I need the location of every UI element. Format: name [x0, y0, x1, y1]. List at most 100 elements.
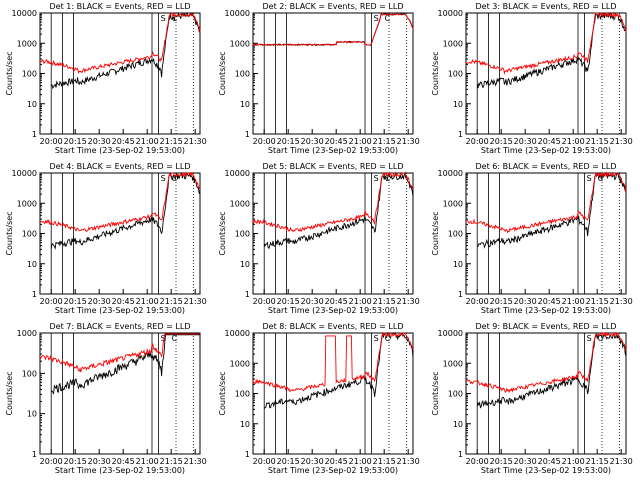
x-tick-label: 21:00: [349, 457, 372, 466]
y-tick-label: 1000: [230, 39, 250, 48]
x-tick-label: 21:30: [184, 137, 207, 146]
x-tick-label: 21:00: [136, 137, 159, 146]
y-tick-label: 10: [240, 420, 250, 429]
y-axis-label: Counts/sec: [5, 211, 14, 255]
x-tick-label: 20:00: [466, 457, 489, 466]
x-tick-label: 20:30: [301, 297, 324, 306]
x-axis-label: Start Time (23-Sep-02 19:53:00): [268, 466, 398, 475]
marker-label: S: [161, 334, 166, 343]
marker-label: S: [587, 334, 592, 343]
x-axis-label: Start Time (23-Sep-02 19:53:00): [268, 306, 398, 315]
y-tick-label: 1000: [17, 329, 37, 338]
chart-panel-3: Det 3: BLACK = Events, RED = LLD 1 10 100 10…: [431, 2, 633, 155]
y-tick-label: 1000: [443, 359, 463, 368]
x-tick-label: 20:30: [514, 297, 537, 306]
x-tick-label: 20:30: [301, 457, 324, 466]
y-tick-label: 10: [453, 420, 463, 429]
y-tick-label: 100: [448, 70, 463, 79]
events-series-line: [476, 332, 627, 409]
lld-series-line: [39, 171, 201, 233]
y-tick-label: 100: [235, 390, 250, 399]
lld-series-line: [465, 11, 627, 75]
chart-title: Det 7: BLACK = Events, RED = LLD: [50, 322, 191, 331]
chart-title: Det 1: BLACK = Events, RED = LLD: [50, 2, 191, 11]
chart-panel-1: Det 1: BLACK = Events, RED = LLD 1 10 100 10…: [5, 2, 207, 155]
x-tick-label: 21:00: [349, 137, 372, 146]
y-tick-label: 100: [22, 369, 37, 378]
chart-title: Det 5: BLACK = Events, RED = LLD: [263, 162, 404, 171]
x-tick-label: 21:15: [586, 457, 609, 466]
x-tick-label: 21:15: [160, 297, 183, 306]
y-tick-label: 10: [27, 410, 37, 419]
chart-panel-6: Det 6: BLACK = Events, RED = LLD 1 10 100 10…: [431, 162, 633, 315]
y-tick-label: 1: [245, 130, 250, 139]
x-tick-label: 21:30: [610, 457, 633, 466]
x-tick-label: 20:15: [277, 457, 300, 466]
y-tick-label: 1000: [17, 39, 37, 48]
y-tick-label: 10000: [12, 9, 37, 18]
x-tick-label: 20:30: [88, 137, 111, 146]
y-tick-label: 1: [458, 130, 463, 139]
x-tick-label: 21:00: [562, 297, 585, 306]
x-tick-label: 21:00: [136, 457, 159, 466]
y-tick-label: 10: [240, 260, 250, 269]
x-axis-label: Start Time (23-Sep-02 19:53:00): [268, 146, 398, 155]
y-axis-label: Counts/sec: [218, 211, 227, 255]
lld-series-line: [39, 11, 201, 75]
chart-title: Det 2: BLACK = Events, RED = LLD: [263, 2, 404, 11]
marker-label: C: [598, 174, 604, 183]
events-series-line: [50, 171, 200, 250]
y-tick-label: 100: [448, 390, 463, 399]
x-tick-label: 21:30: [610, 297, 633, 306]
x-tick-label: 21:30: [397, 457, 420, 466]
y-tick-label: 10: [453, 260, 463, 269]
y-tick-label: 10000: [225, 329, 250, 338]
lld-series-line: [465, 331, 627, 394]
x-tick-label: 21:30: [184, 457, 207, 466]
marker-label: S: [374, 174, 379, 183]
y-axis-label: Counts/sec: [218, 51, 227, 95]
x-tick-label: 21:30: [610, 137, 633, 146]
x-tick-label: 21:15: [373, 137, 396, 146]
y-tick-label: 1000: [443, 39, 463, 48]
y-tick-label: 1000: [230, 199, 250, 208]
y-tick-label: 1: [245, 450, 250, 459]
y-tick-label: 1: [32, 130, 37, 139]
x-tick-label: 20:45: [112, 297, 135, 306]
y-tick-label: 10000: [438, 9, 463, 18]
x-tick-label: 20:15: [64, 457, 87, 466]
lld-series-line: [252, 171, 414, 233]
x-tick-label: 20:00: [253, 297, 276, 306]
y-tick-label: 10: [240, 100, 250, 109]
y-tick-label: 10000: [12, 169, 37, 178]
lld-series-line: [39, 333, 200, 373]
x-tick-label: 20:45: [325, 457, 348, 466]
x-tick-label: 21:00: [562, 137, 585, 146]
y-axis-label: Counts/sec: [431, 51, 440, 95]
x-tick-label: 20:15: [64, 137, 87, 146]
y-tick-label: 10: [453, 100, 463, 109]
y-tick-label: 1000: [17, 199, 37, 208]
chart-title: Det 6: BLACK = Events, RED = LLD: [476, 162, 617, 171]
y-tick-label: 100: [22, 70, 37, 79]
chart-title: Det 3: BLACK = Events, RED = LLD: [476, 2, 617, 11]
x-axis-label: Start Time (23-Sep-02 19:53:00): [55, 466, 185, 475]
x-tick-label: 21:00: [349, 297, 372, 306]
chart-title: Det 8: BLACK = Events, RED = LLD: [263, 322, 404, 331]
x-tick-label: 21:30: [397, 297, 420, 306]
y-tick-label: 10000: [225, 9, 250, 18]
x-tick-label: 20:45: [538, 457, 561, 466]
x-tick-label: 20:45: [112, 457, 135, 466]
y-tick-label: 1: [458, 450, 463, 459]
y-tick-label: 1000: [230, 359, 250, 368]
events-series-line: [263, 331, 414, 409]
x-tick-label: 20:30: [514, 457, 537, 466]
chart-title: Det 9: BLACK = Events, RED = LLD: [476, 322, 617, 331]
x-tick-label: 20:15: [490, 457, 513, 466]
marker-label: S: [587, 174, 592, 183]
y-axis-label: Counts/sec: [5, 371, 14, 415]
chart-panel-8: Det 8: BLACK = Events, RED = LLD 1 10 100 10…: [218, 322, 420, 475]
x-axis-label: Start Time (23-Sep-02 19:53:00): [481, 466, 611, 475]
x-tick-label: 20:15: [64, 297, 87, 306]
x-tick-label: 20:15: [490, 297, 513, 306]
